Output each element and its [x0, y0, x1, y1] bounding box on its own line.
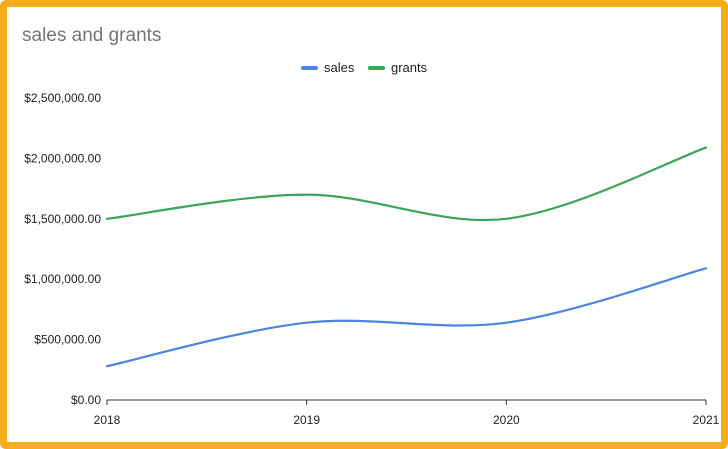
x-tick-label: 2019: [293, 413, 320, 427]
legend: sales grants: [301, 60, 428, 75]
y-axis-labels: $0.00 $500,000.00 $1,000,000.00 $1,500,000.…: [24, 91, 101, 407]
x-axis: 2018 2019 2020 2021: [94, 399, 720, 427]
y-tick-label: $2,500,000.00: [24, 91, 101, 105]
y-tick-label: $2,000,000.00: [24, 151, 101, 165]
legend-label-grants: grants: [391, 60, 428, 75]
chart-title: sales and grants: [22, 25, 161, 46]
x-tick-label: 2021: [693, 413, 720, 427]
y-tick-label: $1,500,000.00: [24, 212, 101, 226]
y-tick-label: $1,000,000.00: [24, 272, 101, 286]
series-line-grants: [105, 146, 708, 222]
y-tick-label: $0.00: [71, 393, 101, 407]
legend-label-sales: sales: [324, 60, 355, 75]
series-line-sales: [105, 267, 708, 368]
x-tick-label: 2018: [94, 413, 121, 427]
series-lines: [105, 146, 708, 368]
y-tick-label: $500,000.00: [34, 333, 101, 347]
x-tick-label: 2020: [493, 413, 520, 427]
